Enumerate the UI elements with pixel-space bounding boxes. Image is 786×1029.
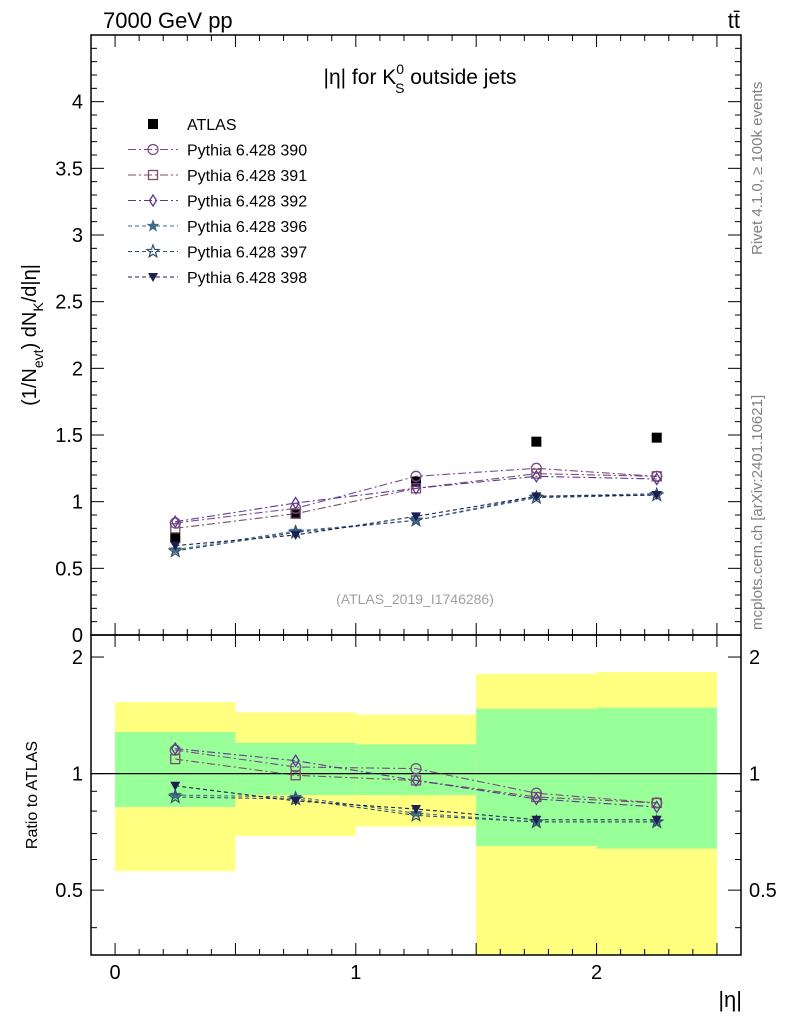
x-tick-label: 2 xyxy=(591,962,602,984)
ratio-point-5-2 xyxy=(411,805,421,815)
stat-uncertainty-band-2 xyxy=(355,744,477,796)
legend-label-3: Pythia 6.428 392 xyxy=(187,194,307,211)
main-point-1-1 xyxy=(289,502,302,514)
ratio-point-0-1 xyxy=(289,761,302,773)
ratio-y-tick-label-right: 2 xyxy=(749,647,760,669)
main-y-tick-label: 3 xyxy=(72,225,83,247)
main-y-tick-label: 2 xyxy=(72,358,83,380)
main-y-tick-label: 0 xyxy=(72,625,83,647)
ratio-point-2-2 xyxy=(411,773,421,788)
ratio-point-5-1 xyxy=(290,796,301,806)
main-point-6-3 xyxy=(531,492,542,502)
main-y-tick-label: 1 xyxy=(72,492,83,514)
main-point-6-0 xyxy=(170,541,181,551)
ratio-y-tick-label: 2 xyxy=(72,647,83,669)
main-point-3-3 xyxy=(532,469,541,484)
main-point-5-2 xyxy=(408,512,424,527)
legend-marker-6 xyxy=(148,273,158,282)
ratio-point-4-4 xyxy=(648,813,665,829)
main-y-tick-label: 0.5 xyxy=(55,558,83,580)
main-point-1-2 xyxy=(410,470,422,482)
ratio-point-5-4 xyxy=(651,815,662,825)
main-point-3-0 xyxy=(170,514,180,529)
ratio-point-1-1 xyxy=(290,770,301,781)
ratio-y-axis-label: Ratio to ATLAS xyxy=(24,741,41,849)
main-point-5-0 xyxy=(167,542,184,558)
analysis-id: (ATLAS_2019_I1746286) xyxy=(336,591,494,607)
legend-marker-1 xyxy=(147,143,159,156)
main-point-2-0 xyxy=(170,523,181,534)
main-point-6-2 xyxy=(411,512,421,522)
legend-label-5: Pythia 6.428 397 xyxy=(187,245,307,262)
legend-marker-0 xyxy=(148,119,158,129)
legend-marker-4 xyxy=(146,219,160,232)
legend-label-2: Pythia 6.428 391 xyxy=(187,168,307,185)
ratio-y-tick-label-right: 1 xyxy=(749,764,760,786)
ratio-point-0-2 xyxy=(410,762,422,775)
mcplots-label: mcplots.cern.ch [arXiv:2401.10621] xyxy=(749,395,766,630)
ratio-point-2-3 xyxy=(532,792,541,806)
ratio-point-2-1 xyxy=(291,753,300,768)
x-tick-label: 1 xyxy=(350,962,361,984)
main-point-3-2 xyxy=(411,481,421,496)
legend-marker-2 xyxy=(147,169,159,181)
stat-uncertainty-band-3 xyxy=(476,708,597,847)
ratio-series-line-0 xyxy=(175,749,657,804)
stat-uncertainty-band-4 xyxy=(596,707,717,849)
main-y-tick-label: 4 xyxy=(72,92,83,114)
main-series-line-1 xyxy=(175,467,657,524)
ratio-point-5-0 xyxy=(170,781,181,791)
main-y-tick-label: 1.5 xyxy=(55,425,83,447)
main-point-2-4 xyxy=(651,471,662,482)
main-point-0-0 xyxy=(170,532,181,543)
process-label: tt̄ xyxy=(728,8,740,33)
ratio-y-tick-label-right: 0.5 xyxy=(749,880,777,902)
x-tick-label: 0 xyxy=(110,962,121,984)
ratio-point-2-0 xyxy=(170,741,180,756)
main-point-0-3 xyxy=(531,436,542,447)
main-series-line-6 xyxy=(175,494,657,547)
ratio-point-4-3 xyxy=(528,813,545,829)
legend-label-1: Pythia 6.428 390 xyxy=(187,143,307,160)
legend-label-0: ATLAS xyxy=(187,117,237,134)
main-point-6-1 xyxy=(290,531,301,540)
main-y-tick-label: 3.5 xyxy=(55,158,83,180)
main-point-3-1 xyxy=(291,496,300,510)
main-series-line-3 xyxy=(175,475,657,523)
ratio-point-4-0 xyxy=(167,788,183,804)
stat-uncertainty-band-1 xyxy=(235,742,356,796)
main-point-1-3 xyxy=(530,462,543,474)
plot-title: |η| for K0 S outside jets xyxy=(324,61,517,96)
energy-label: 7000 GeV pp xyxy=(103,8,233,33)
ratio-series-line-2 xyxy=(175,748,657,808)
main-point-2-3 xyxy=(531,468,542,479)
legend-marker-5 xyxy=(145,243,161,259)
ratio-point-1-4 xyxy=(651,797,662,809)
rivet-label: Rivet 4.1.0, ≥ 100k events xyxy=(749,82,766,255)
ratio-y-tick-label: 1 xyxy=(72,764,83,786)
x-axis-label: |η| xyxy=(718,987,742,1012)
legend-label-4: Pythia 6.428 396 xyxy=(187,219,307,236)
main-point-6-4 xyxy=(651,491,662,500)
ratio-y-tick-label: 0.5 xyxy=(55,880,83,902)
legend-marker-3 xyxy=(148,193,158,208)
ratio-point-5-3 xyxy=(531,815,542,825)
ratio-point-2-4 xyxy=(652,800,662,814)
ratio-point-3-0 xyxy=(168,788,182,801)
ratio-point-4-2 xyxy=(408,807,424,822)
main-point-0-4 xyxy=(651,432,662,443)
main-y-axis-label: (1/Nevt) dNK/d|η| xyxy=(19,264,46,406)
main-point-3-4 xyxy=(652,472,662,486)
legend-label-6: Pythia 6.428 398 xyxy=(187,270,307,287)
main-y-tick-label: 2.5 xyxy=(55,292,83,314)
ratio-plot-frame xyxy=(90,634,742,956)
